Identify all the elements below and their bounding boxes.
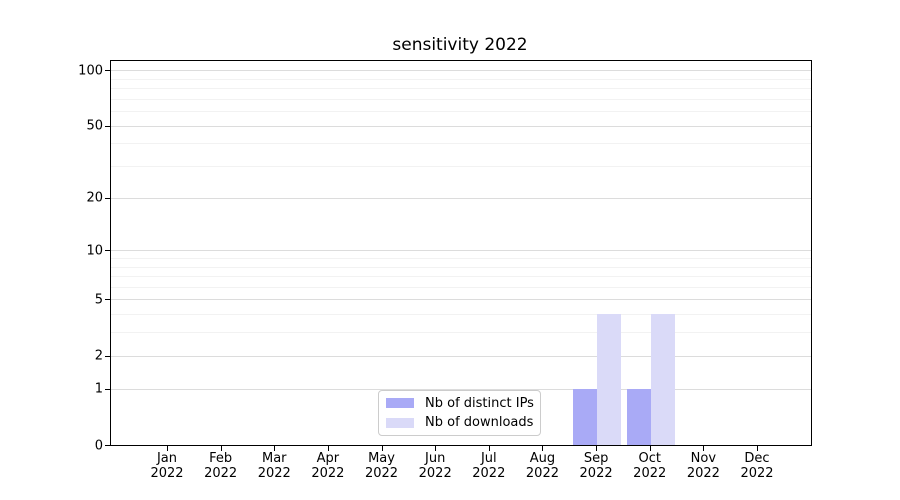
gridline-minor — [111, 88, 811, 90]
x-axis-tick-label: Feb 2022 — [189, 451, 253, 481]
x-tick-month: Sep — [583, 451, 609, 466]
x-tick-year: 2022 — [579, 466, 613, 481]
x-tick-month: Oct — [638, 451, 661, 466]
x-axis-tick-mark — [542, 446, 544, 451]
x-axis-tick-label: Jan 2022 — [135, 451, 199, 481]
x-tick-year: 2022 — [311, 466, 345, 481]
x-tick-month: Nov — [690, 451, 717, 466]
x-axis-tick-label: Mar 2022 — [242, 451, 306, 481]
y-axis-tick-label: 1 — [94, 381, 103, 397]
y-axis-tick-label: 10 — [86, 243, 103, 259]
gridline-minor — [111, 111, 811, 113]
x-axis-tick-mark — [757, 446, 758, 451]
x-tick-year: 2022 — [472, 466, 506, 481]
x-tick-month: Feb — [209, 451, 233, 466]
x-tick-month: Aug — [529, 451, 556, 466]
x-tick-month: May — [368, 451, 395, 466]
x-tick-year: 2022 — [525, 466, 559, 481]
gridline-major — [111, 197, 811, 199]
y-axis-tick-mark — [105, 388, 110, 390]
x-tick-year: 2022 — [150, 466, 184, 481]
x-axis-tick-label: Sep 2022 — [564, 451, 628, 481]
gridline-major — [111, 125, 811, 127]
x-axis-tick-mark — [274, 446, 276, 451]
gridline-major — [111, 70, 811, 72]
gridline-minor — [111, 286, 811, 288]
x-axis-tick-label: Oct 2022 — [618, 451, 682, 481]
legend-item: Nb of distinct IPs — [386, 395, 534, 412]
legend-swatch — [386, 417, 414, 428]
plot-area — [110, 60, 812, 446]
bar-nb-of-distinct-ips — [626, 388, 651, 445]
y-axis-tick-mark — [105, 445, 110, 446]
gridline-minor — [111, 332, 811, 334]
y-axis-tick-label: 0 — [94, 438, 103, 453]
legend-label: Nb of downloads — [425, 415, 534, 431]
legend-label: Nb of distinct IPs — [425, 395, 534, 411]
x-tick-month: Dec — [744, 451, 770, 466]
gridline-minor — [111, 257, 811, 259]
gridline-minor — [111, 276, 811, 278]
gridline-minor — [111, 266, 811, 268]
x-axis-tick-label: Jun 2022 — [403, 451, 467, 481]
gridline-minor — [111, 143, 811, 145]
legend-swatch — [386, 398, 414, 409]
x-tick-year: 2022 — [686, 466, 720, 481]
x-axis-tick-mark — [703, 446, 705, 451]
x-axis-tick-label: Dec 2022 — [725, 451, 789, 481]
y-axis-tick-mark — [105, 299, 110, 301]
legend: Nb of distinct IPs Nb of downloads — [378, 390, 541, 436]
x-axis-tick-mark — [167, 446, 168, 451]
bar-nb-of-distinct-ips — [573, 388, 598, 445]
x-axis-tick-mark — [327, 446, 329, 451]
gridline-minor — [111, 78, 811, 80]
x-axis-tick-mark — [488, 446, 490, 451]
x-tick-year: 2022 — [633, 466, 667, 481]
y-axis-tick-label: 2 — [94, 348, 103, 364]
x-tick-year: 2022 — [257, 466, 291, 481]
y-axis-tick-mark — [105, 125, 110, 127]
x-tick-year: 2022 — [740, 466, 774, 481]
x-tick-month: Apr — [316, 451, 340, 466]
gridline-major — [111, 355, 811, 357]
y-axis-tick-mark — [105, 70, 110, 72]
x-tick-year: 2022 — [364, 466, 399, 481]
x-axis-tick-mark — [649, 446, 651, 451]
gridline-minor — [111, 98, 811, 100]
chart-title: sensitivity 2022 — [392, 35, 528, 55]
x-axis-tick-label: May 2022 — [350, 451, 414, 481]
y-axis-tick-mark — [105, 197, 110, 199]
y-axis-tick-mark — [105, 355, 110, 357]
x-tick-year: 2022 — [418, 466, 452, 481]
x-tick-month: Jun — [425, 451, 446, 466]
y-axis-tick-label: 5 — [94, 292, 103, 308]
x-axis-tick-label: Apr 2022 — [296, 451, 360, 481]
gridline-minor — [111, 166, 811, 168]
bar-nb-of-downloads — [597, 314, 622, 445]
y-axis-tick-mark — [105, 250, 110, 252]
x-tick-month: Mar — [262, 451, 287, 466]
x-axis-tick-label: Aug 2022 — [510, 451, 574, 481]
y-axis-tick-label: 20 — [86, 190, 103, 206]
gridline-major — [111, 388, 811, 390]
x-tick-year: 2022 — [204, 466, 238, 481]
x-tick-month: Jul — [480, 451, 497, 466]
x-axis-tick-mark — [220, 446, 222, 451]
x-axis-tick-label: Nov 2022 — [671, 451, 735, 481]
x-axis-tick-label: Jul 2022 — [457, 451, 521, 481]
y-axis-tick-label: 100 — [78, 63, 103, 79]
legend-item: Nb of downloads — [386, 415, 534, 432]
x-axis-tick-mark — [596, 446, 598, 451]
x-tick-month: Jan — [156, 451, 178, 466]
bar-nb-of-downloads — [650, 314, 675, 445]
gridline-major — [111, 299, 811, 301]
x-axis-tick-mark — [381, 446, 383, 451]
gridline-major — [111, 250, 811, 252]
gridline-minor — [111, 314, 811, 316]
x-axis-tick-mark — [435, 446, 437, 451]
y-axis-tick-label: 50 — [86, 118, 103, 134]
